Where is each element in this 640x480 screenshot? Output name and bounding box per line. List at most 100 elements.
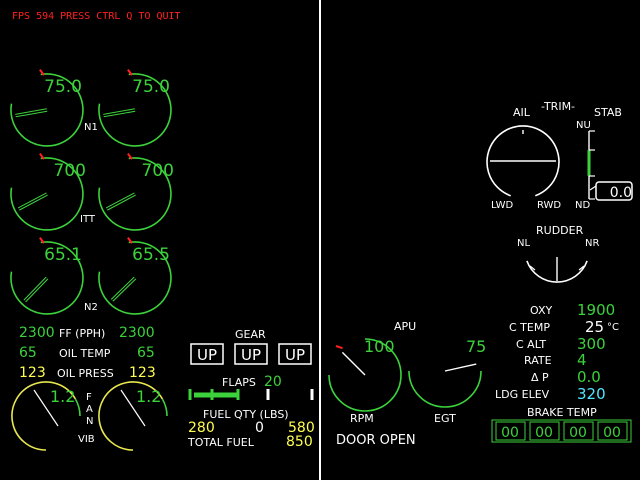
trim-nu-label: NU bbox=[576, 120, 591, 131]
flaps-detent bbox=[310, 389, 314, 400]
vib-left-gauge-needle bbox=[33, 389, 59, 427]
vib-label: VIB bbox=[78, 434, 95, 445]
stab-value-box bbox=[595, 181, 633, 201]
apu-rpm-gauge-needle bbox=[341, 351, 366, 376]
gear-left-status: UP bbox=[197, 346, 217, 364]
n1-label: N1 bbox=[84, 122, 98, 133]
apu-egt-value: 75 bbox=[466, 337, 486, 356]
ldg-elev-label: LDG ELEV bbox=[495, 388, 550, 401]
oil-press-right-value: 123 bbox=[129, 365, 156, 381]
n1-right-gauge-pointer-core bbox=[103, 109, 136, 117]
oil-press-left-value: 123 bbox=[19, 365, 46, 381]
trim-rwd-label: RWD bbox=[537, 200, 561, 211]
fan-label-f: F bbox=[86, 392, 92, 403]
flaps-detent bbox=[236, 389, 240, 400]
delta-p-label: Δ P bbox=[531, 371, 549, 384]
brake-temp-label: BRAKE TEMP bbox=[527, 406, 597, 419]
delta-p-value: 0.0 bbox=[577, 368, 601, 386]
n2-left-gauge-arc bbox=[10, 241, 84, 315]
trim-ail-label: AIL bbox=[513, 106, 531, 119]
fuel-qty-label: FUEL QTY (LBS) bbox=[203, 408, 289, 421]
trim-nd-label: ND bbox=[575, 200, 590, 211]
fan-label-n: N bbox=[86, 416, 93, 427]
total-fuel-value: 850 bbox=[286, 434, 313, 450]
brake-temp-frame bbox=[491, 419, 632, 443]
itt-left-gauge-limit-tick bbox=[39, 153, 45, 160]
vib-right-gauge-arc-green bbox=[161, 398, 168, 417]
gear-right-status: UP bbox=[285, 346, 305, 364]
n2-right-gauge-pointer-core bbox=[111, 277, 136, 301]
vib-right-gauge-arc bbox=[98, 381, 164, 451]
apu-rpm-gauge-arc bbox=[328, 338, 402, 412]
c-alt-value: 300 bbox=[577, 335, 606, 353]
n2-left-gauge-limit-tick bbox=[39, 237, 45, 244]
n2-right-gauge-limit-tick bbox=[127, 237, 133, 244]
itt-label: ITT bbox=[80, 214, 96, 225]
itt-right-value: 700 bbox=[142, 161, 174, 181]
flaps-value: 20 bbox=[264, 374, 282, 390]
n2-right-gauge-arc bbox=[98, 241, 172, 315]
n1-left-gauge-pointer-core bbox=[15, 109, 48, 117]
gear-nose-status: UP bbox=[241, 346, 261, 364]
apu-egt-gauge-arc bbox=[408, 370, 482, 408]
rudder-nr-label: NR bbox=[585, 238, 599, 249]
fuel-left-value: 280 bbox=[188, 420, 215, 436]
flaps-label: FLAPS bbox=[222, 376, 256, 389]
apu-egt-label: EGT bbox=[434, 412, 456, 425]
oil-press-label: OIL PRESS bbox=[57, 367, 114, 380]
c-alt-label: C ALT bbox=[516, 338, 546, 351]
apu-rpm-gauge-limit-tick bbox=[335, 345, 343, 350]
itt-right-gauge-arc bbox=[98, 157, 172, 231]
aileron-trim-arc bbox=[486, 125, 560, 197]
itt-right-gauge-limit-tick bbox=[127, 153, 133, 160]
brake-temp-2: 00 bbox=[535, 425, 553, 441]
brake-temp-4: 00 bbox=[603, 425, 621, 441]
n1-right-gauge-limit-tick bbox=[127, 69, 133, 76]
trim-stab-label: STAB bbox=[594, 106, 622, 119]
rate-label: RATE bbox=[524, 354, 552, 367]
n2-left-value: 65.1 bbox=[44, 245, 82, 265]
trim-graphics bbox=[486, 125, 597, 283]
stab-trim-pointer bbox=[589, 185, 597, 191]
rudder-trim-tick bbox=[578, 265, 585, 271]
total-fuel-label: TOTAL FUEL bbox=[187, 436, 255, 449]
oil-temp-left-value: 65 bbox=[19, 345, 37, 361]
flaps-detent bbox=[188, 389, 192, 400]
n1-left-gauge-arc bbox=[10, 73, 84, 147]
gear-label: GEAR bbox=[235, 328, 266, 341]
itt-left-gauge-arc bbox=[10, 157, 84, 231]
fan-label-a: A bbox=[86, 404, 93, 415]
brake-box-2 bbox=[529, 421, 560, 441]
apu-rpm-value: 100 bbox=[364, 337, 395, 356]
trim-lwd-label: LWD bbox=[491, 200, 514, 211]
vib-right-gauge-needle bbox=[120, 389, 146, 427]
gauges bbox=[10, 69, 482, 451]
brake-temp-3: 00 bbox=[569, 425, 587, 441]
rudder-nl-label: NL bbox=[517, 238, 530, 249]
itt-left-value: 700 bbox=[54, 161, 86, 181]
n1-left-gauge-limit-tick bbox=[39, 69, 45, 76]
oxy-label: OXY bbox=[530, 304, 552, 317]
gear-box-nose bbox=[234, 343, 268, 365]
fuel-center-value: 0 bbox=[255, 420, 264, 436]
status-text: FPS 594 PRESS CTRL Q TO QUIT bbox=[12, 11, 181, 22]
rate-value: 4 bbox=[577, 351, 587, 369]
n2-label: N2 bbox=[84, 302, 98, 313]
ff-right-value: 2300 bbox=[119, 325, 155, 341]
itt-left-gauge-pointer-core bbox=[18, 193, 48, 210]
ff-label: FF (PPH) bbox=[59, 327, 105, 340]
c-temp-label: C TEMP bbox=[509, 321, 550, 334]
n1-right-gauge-arc bbox=[98, 73, 172, 147]
apu-rpm-label: RPM bbox=[350, 412, 374, 425]
stab-value: 0.0 bbox=[610, 185, 632, 201]
flaps-detent bbox=[266, 389, 270, 400]
brake-box-4 bbox=[597, 421, 628, 441]
apu-egt-gauge-needle bbox=[444, 363, 477, 372]
vib-left-gauge-arc-green bbox=[74, 398, 81, 417]
vib-left-gauge-arc bbox=[11, 381, 77, 451]
c-temp-value: 25 bbox=[585, 318, 604, 336]
n2-right-value: 65.5 bbox=[132, 245, 170, 265]
apu-label: APU bbox=[394, 320, 416, 333]
